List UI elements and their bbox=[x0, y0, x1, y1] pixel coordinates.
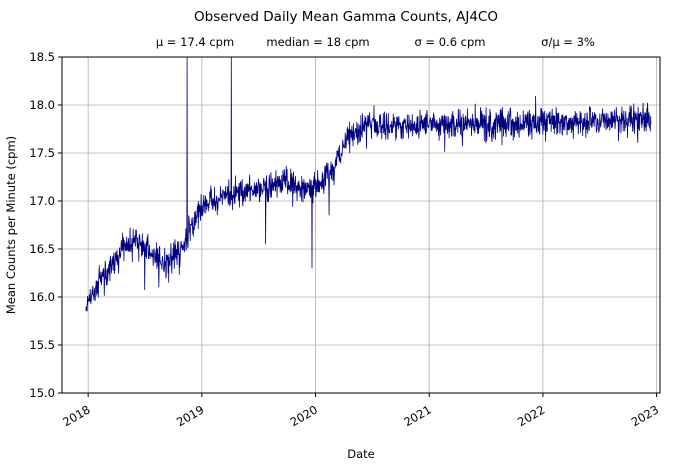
data-series-line bbox=[85, 56, 652, 312]
axes-frame bbox=[61, 56, 661, 394]
data-layer bbox=[85, 56, 652, 312]
y-tick-label: 15.0 bbox=[29, 386, 55, 400]
y-tick-label: 17.5 bbox=[29, 146, 55, 160]
y-axis-label: Mean Counts per Minute (cpm) bbox=[4, 136, 18, 314]
y-tick-label: 16.5 bbox=[29, 242, 55, 256]
x-tick-label: 2019 bbox=[174, 402, 206, 429]
x-tick-label: 2023 bbox=[629, 402, 661, 429]
chart-title: Observed Daily Mean Gamma Counts, AJ4CO bbox=[194, 9, 498, 25]
x-axis-label: Date bbox=[347, 447, 375, 461]
y-tick-label: 18.0 bbox=[29, 98, 55, 112]
y-tick-label: 17.0 bbox=[29, 194, 55, 208]
grid-layer bbox=[62, 56, 660, 394]
chart-stat-sigma: σ = 0.6 cpm bbox=[414, 35, 485, 49]
axes-layer: 15.0 15.5 16.0 16.5 17.0 17.5 18.0 18.5 2018 2019… bbox=[29, 50, 661, 429]
x-tick-label: 2018 bbox=[60, 402, 92, 429]
y-tick-label: 16.0 bbox=[29, 290, 55, 304]
x-tick-label: 2022 bbox=[515, 402, 547, 429]
y-tick-label: 15.5 bbox=[29, 338, 55, 352]
chart-stat-sigma-over-mu: σ/μ = 3% bbox=[541, 35, 595, 49]
x-tick-label: 2020 bbox=[288, 402, 320, 429]
x-tick-label: 2021 bbox=[401, 402, 433, 429]
chart-stat-median: median = 18 cpm bbox=[266, 35, 369, 49]
y-tick-label: 18.5 bbox=[29, 50, 55, 64]
chart-stat-mu: μ = 17.4 cpm bbox=[156, 35, 234, 49]
